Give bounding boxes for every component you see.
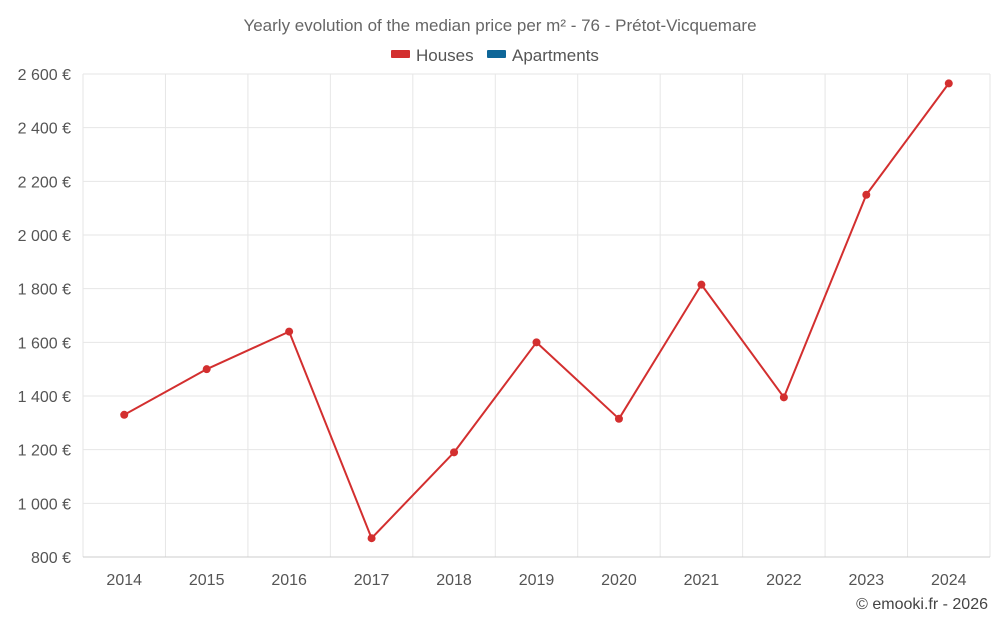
data-point-houses-2017[interactable] xyxy=(367,534,376,543)
y-gridlines xyxy=(83,73,990,504)
y-tick-label: 1 000 € xyxy=(18,496,71,513)
chart-title: Yearly evolution of the median price per… xyxy=(243,16,756,35)
y-tick-label: 1 400 € xyxy=(18,389,71,406)
y-tick-label: 2 600 € xyxy=(18,67,71,84)
series-layer xyxy=(120,79,953,543)
x-gridlines xyxy=(82,74,991,557)
data-point-houses-2021[interactable] xyxy=(697,280,706,289)
y-tick-label: 2 200 € xyxy=(18,174,71,191)
y-tick-label: 1 200 € xyxy=(18,443,71,460)
data-point-houses-2018[interactable] xyxy=(450,448,459,457)
data-point-houses-2024[interactable] xyxy=(944,79,953,88)
legend-label-apartments[interactable]: Apartments xyxy=(512,46,599,65)
data-point-houses-2020[interactable] xyxy=(614,414,623,423)
y-tick-label: 1 600 € xyxy=(18,335,71,352)
data-point-houses-2023[interactable] xyxy=(862,190,871,199)
y-tick-label: 2 400 € xyxy=(18,121,71,138)
x-tick-label: 2021 xyxy=(684,572,720,589)
x-tick-label: 2022 xyxy=(766,572,802,589)
x-tick-label: 2024 xyxy=(931,572,967,589)
y-axis-ticks: 800 € 1 000 € 1 200 € 1 400 € 1 600 € 1 800 €… xyxy=(18,67,71,567)
legend-label-houses[interactable]: Houses xyxy=(416,46,474,65)
y-tick-label: 800 € xyxy=(31,550,71,567)
x-tick-label: 2019 xyxy=(519,572,555,589)
x-axis-ticks: 2014 2015 2016 2017 2018 2019 2020 2021 2022 2023… xyxy=(106,572,966,589)
data-point-houses-2016[interactable] xyxy=(285,327,294,336)
legend: Houses Apartments xyxy=(391,46,599,65)
x-tick-label: 2017 xyxy=(354,572,390,589)
x-tick-label: 2016 xyxy=(271,572,307,589)
credit-text: © emooki.fr - 2026 xyxy=(856,596,988,613)
x-tick-label: 2018 xyxy=(436,572,472,589)
x-tick-label: 2023 xyxy=(849,572,885,589)
data-point-houses-2019[interactable] xyxy=(532,338,541,347)
y-tick-label: 2 000 € xyxy=(18,228,71,245)
x-tick-label: 2015 xyxy=(189,572,225,589)
data-point-houses-2022[interactable] xyxy=(779,393,788,402)
x-tick-label: 2014 xyxy=(106,572,142,589)
data-point-houses-2015[interactable] xyxy=(202,365,211,374)
data-point-houses-2014[interactable] xyxy=(120,410,129,419)
x-tick-label: 2020 xyxy=(601,572,637,589)
legend-swatch-houses[interactable] xyxy=(391,50,410,58)
legend-swatch-apartments[interactable] xyxy=(487,50,506,58)
y-tick-label: 1 800 € xyxy=(18,282,71,299)
